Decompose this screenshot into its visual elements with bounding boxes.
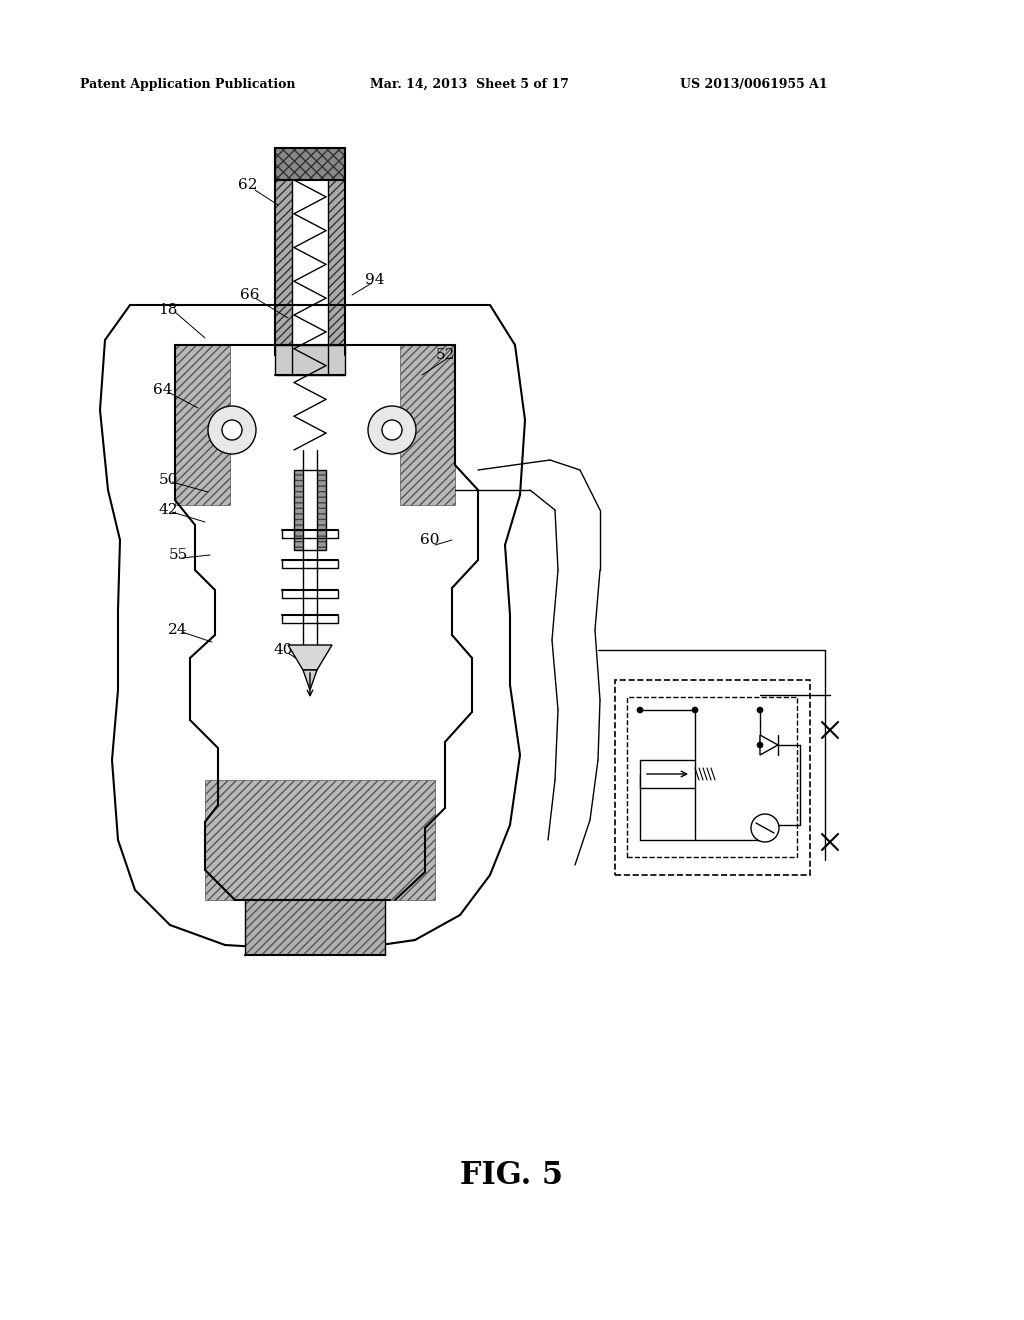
Bar [294,470,326,550]
Circle shape [368,407,416,454]
Bar [400,345,455,506]
Polygon shape [288,645,332,671]
Text: 42: 42 [159,503,178,517]
Text: 55: 55 [168,548,187,562]
Text: Patent Application Publication: Patent Application Publication [80,78,296,91]
Bar [640,760,695,788]
Bar [275,148,345,180]
Circle shape [692,708,698,713]
Bar [175,345,230,506]
Polygon shape [760,735,778,755]
Circle shape [751,814,779,842]
Text: 94: 94 [366,273,385,286]
Text: 64: 64 [154,383,173,397]
Text: Mar. 14, 2013  Sheet 5 of 17: Mar. 14, 2013 Sheet 5 of 17 [370,78,569,91]
Bar [205,780,435,900]
Text: US 2013/0061955 A1: US 2013/0061955 A1 [680,78,827,91]
Text: 60: 60 [420,533,439,546]
Text: 50: 50 [159,473,178,487]
Polygon shape [303,671,317,690]
Circle shape [382,420,402,440]
Bar [627,697,797,857]
Text: 40: 40 [273,643,293,657]
Bar [275,345,345,375]
Circle shape [208,407,256,454]
Bar [328,148,345,355]
Circle shape [637,708,643,713]
Circle shape [757,708,763,713]
Text: 62: 62 [239,178,258,191]
Text: 18: 18 [159,304,178,317]
Text: FIG. 5: FIG. 5 [461,1160,563,1191]
Bar [294,470,303,550]
Text: 66: 66 [241,288,260,302]
Text: 52: 52 [435,348,455,362]
Circle shape [757,742,763,748]
Bar [245,900,385,954]
Bar [275,148,292,355]
Circle shape [222,420,242,440]
Bar [317,470,326,550]
Bar [615,680,810,875]
Text: 24: 24 [168,623,187,638]
